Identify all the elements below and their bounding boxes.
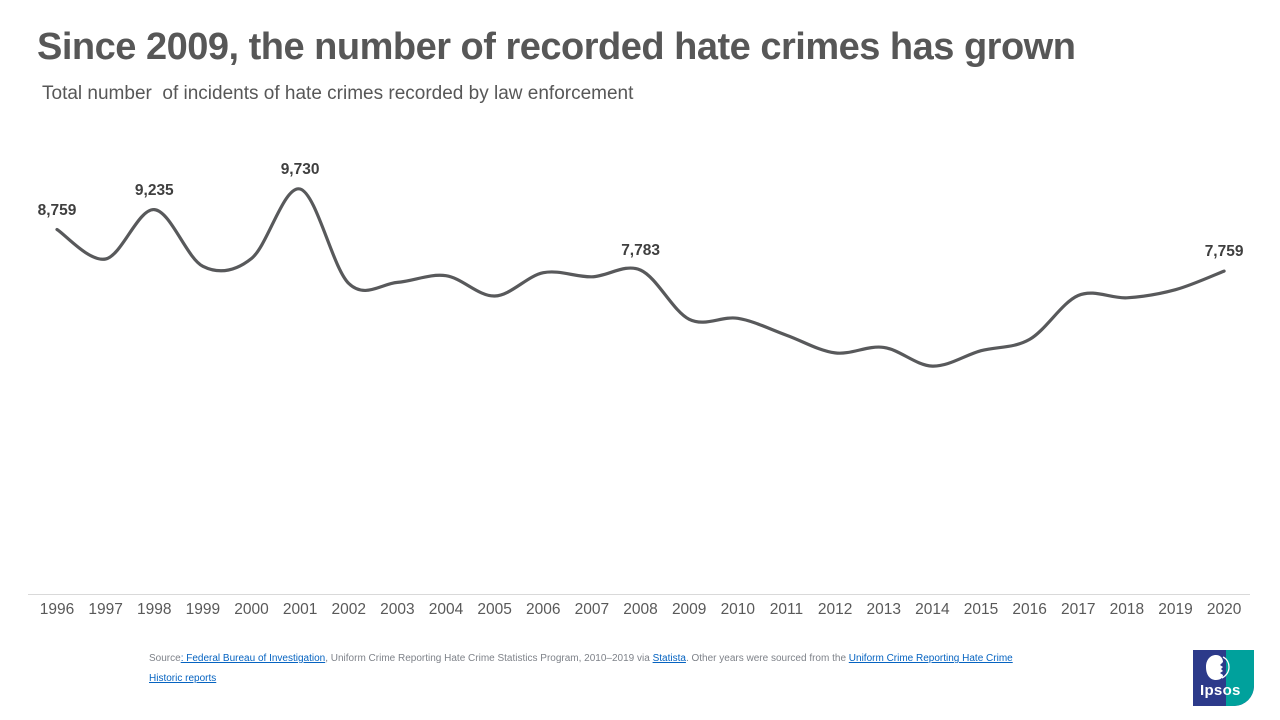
- ipsos-logo-teal-half: [1226, 650, 1254, 706]
- x-axis-label: 2002: [331, 601, 366, 618]
- source-text-1: , Uniform Crime Reporting Hate Crime Sta…: [325, 653, 653, 664]
- data-point-label: 7,759: [1204, 243, 1244, 261]
- x-axis-label: 1996: [39, 601, 75, 618]
- ipsos-logo-text: Ipsos: [1200, 682, 1241, 699]
- trend-line: [55, 187, 1226, 368]
- x-axis-label: 1997: [88, 601, 123, 618]
- source-text-2: . Other years were sourced from the: [685, 653, 849, 664]
- x-axis-label: 2019: [1158, 601, 1193, 618]
- x-axis-label: 1999: [185, 601, 221, 618]
- ipsos-faces-icon: [1206, 655, 1230, 680]
- x-axis-label: 2013: [866, 601, 901, 618]
- source-link-statista[interactable]: Statista: [652, 653, 686, 664]
- x-axis-label: 2008: [623, 601, 658, 618]
- x-axis-label: 2017: [1060, 601, 1096, 618]
- source-link-fbi[interactable]: : Federal Bureau of Investigation: [180, 653, 326, 664]
- chart-subtitle: Total number of incidents of hate crimes…: [42, 83, 634, 104]
- x-axis-label: 2001: [282, 601, 318, 618]
- x-axis-label: 2011: [769, 601, 804, 618]
- x-axis-line: [28, 594, 1250, 595]
- x-axis-label: 2014: [915, 601, 950, 618]
- source-link-ucr-historic-reports[interactable]: Uniform Crime Reporting Hate Crime Histo…: [149, 653, 1013, 684]
- x-axis-label: 2006: [526, 601, 561, 618]
- ipsos-logo: Ipsos: [1193, 650, 1254, 706]
- x-axis-label: 2003: [380, 601, 415, 618]
- chart-title: Since 2009, the number of recorded hate …: [37, 26, 1076, 68]
- data-point-label: 7,783: [621, 242, 660, 260]
- data-point-label: 9,730: [280, 161, 320, 178]
- x-axis-label: 2007: [574, 601, 610, 618]
- x-axis-label: 2005: [477, 601, 512, 618]
- x-axis-label: 2018: [1109, 601, 1145, 618]
- data-point-label: 8,759: [37, 201, 77, 219]
- x-axis-label: 2010: [720, 601, 756, 618]
- x-axis-label: 2016: [1012, 601, 1047, 618]
- x-axis-label: 1998: [137, 601, 172, 618]
- data-point-label: 9,235: [134, 181, 174, 199]
- x-axis-label: 2020: [1206, 601, 1242, 618]
- source-label: Source: [149, 653, 181, 664]
- x-axis-label: 2004: [428, 601, 464, 618]
- x-axis-label: 2009: [671, 601, 707, 618]
- source-note: Source: Federal Bureau of Investigation,…: [149, 649, 1029, 689]
- x-axis-label: 2012: [817, 601, 853, 618]
- x-axis-label: 2015: [963, 601, 999, 618]
- x-axis-label: 2000: [234, 601, 269, 618]
